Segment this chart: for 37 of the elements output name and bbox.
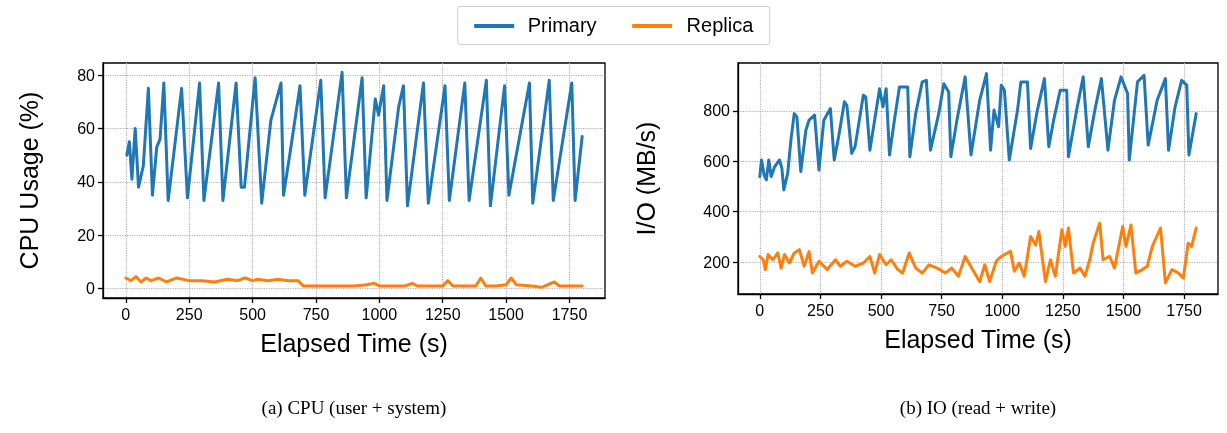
x-axis-title: Elapsed Time (s): [260, 328, 448, 357]
y-tick-label: 400: [703, 203, 731, 221]
line-series: [758, 221, 1198, 285]
y-tick-label: 40: [77, 173, 96, 191]
x-tick-label: 1750: [1166, 301, 1202, 319]
x-tick-label: 250: [175, 305, 203, 323]
y-axis-title: I/O (MB/s): [631, 121, 660, 236]
text: (b) IO (read + write): [898, 397, 1058, 419]
y-tick-label: 600: [703, 152, 731, 170]
y-tick-label: 20: [77, 226, 96, 244]
x-tick-label: 1000: [361, 305, 398, 323]
legend-label: Replica: [686, 14, 754, 37]
x-axis-title: Elapsed Time (s): [884, 324, 1072, 353]
y-tick-label: 80: [77, 66, 96, 84]
x-tick-label: 1750: [551, 305, 588, 323]
x-tick-label: 1500: [488, 305, 525, 323]
x-tick-label: 0: [121, 305, 131, 323]
x-tick-label: 750: [302, 305, 330, 323]
legend-label: Primary: [527, 14, 597, 37]
y-tick-label: 0: [86, 280, 96, 298]
x-tick-label: 500: [239, 305, 267, 323]
x-tick-label: 500: [867, 301, 895, 319]
line-series: [124, 275, 584, 289]
text: (a) CPU (user + system): [260, 397, 448, 419]
line-series: [125, 70, 584, 208]
y-axis-title: CPU Usage (%): [14, 91, 43, 270]
x-tick-label: 1500: [1105, 301, 1142, 319]
x-tick-label: 250: [807, 301, 834, 319]
x-tick-label: 1000: [984, 301, 1021, 319]
y-tick-label: 200: [703, 253, 731, 271]
x-tick-label: 1250: [424, 305, 461, 323]
y-tick-label: 800: [703, 102, 731, 120]
line-series: [758, 72, 1198, 192]
y-tick-label: 60: [77, 119, 96, 137]
x-tick-label: 1250: [1045, 301, 1081, 319]
x-tick-label: 750: [928, 301, 956, 319]
x-tick-label: 0: [755, 301, 765, 319]
